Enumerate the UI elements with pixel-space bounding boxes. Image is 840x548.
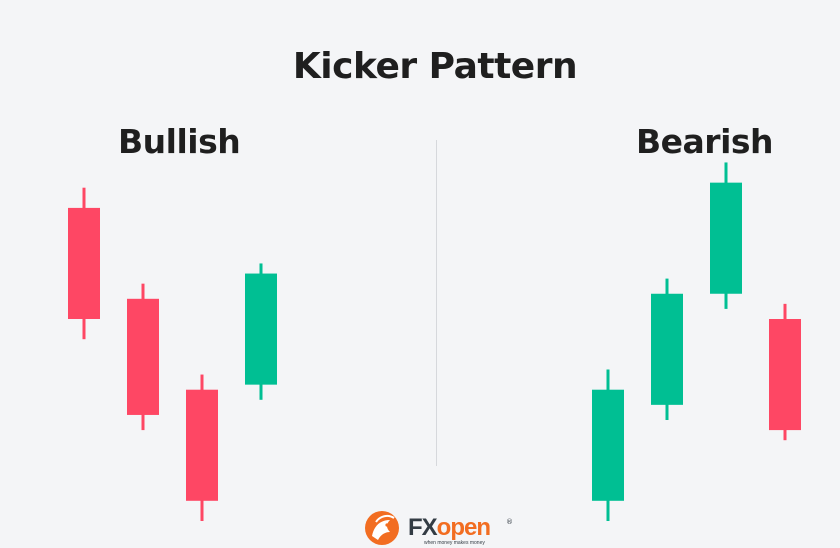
brand-open: open [436, 514, 491, 541]
candle-body-bullish-panel-3 [186, 389, 218, 501]
candle-body-bearish-panel-3 [710, 182, 742, 294]
brand-fx: FX [408, 514, 438, 541]
registered-mark: ® [506, 518, 513, 526]
candle-body-bullish-panel-1 [68, 207, 100, 319]
candle-body-bullish-panel-2 [127, 298, 159, 415]
panel-divider [436, 140, 437, 466]
brand-tagline: when money makes money [424, 540, 485, 546]
candle-body-bearish-panel-1 [592, 389, 624, 501]
brand-wordmark: FXopen [408, 514, 491, 541]
candle-body-bearish-panel-4 [769, 319, 801, 431]
candle-body-bearish-panel-2 [651, 293, 683, 405]
brand-logo: FXopen ® when money makes money [360, 508, 520, 548]
bullish-panel-title: Bullish [118, 122, 241, 161]
chart-title: Kicker Pattern [292, 46, 578, 87]
dragon-logo-icon [365, 511, 399, 545]
candle-body-bullish-panel-4 [245, 273, 277, 385]
bearish-panel-title: Bearish [636, 122, 774, 161]
